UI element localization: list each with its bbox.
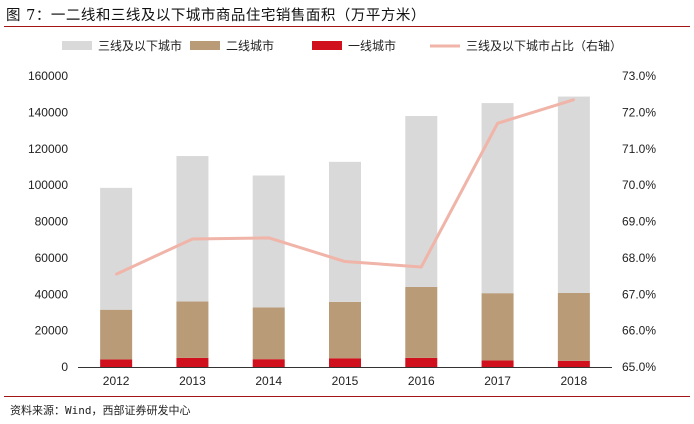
bar-2013-series-2 [176,156,209,302]
x-tick-label: 2012 [103,374,130,388]
legend-label: 一线城市 [348,38,396,53]
footer-divider [4,396,690,397]
bar-2015-series-1 [329,301,361,359]
y-right-tick-label: 72.0% [622,105,656,119]
y-right-tick-label: 67.0% [622,287,656,301]
y-left-tick-label: 140000 [28,105,68,119]
bar-2013-series-0 [176,357,209,367]
x-tick-label: 2016 [408,374,435,388]
bar-2017-series-0 [481,360,514,367]
bar-2017-series-1 [481,293,514,361]
y-left-tick-label: 60000 [35,251,69,265]
bar-2012-series-1 [100,309,133,360]
x-tick-label: 2018 [561,374,588,388]
axes: 0 20000 40000 60000 80000 100000 120000 140000 1… [28,69,656,388]
x-tick-label: 2015 [332,374,359,388]
x-tick-label: 2013 [179,374,206,388]
y-left-tick-label: 160000 [28,69,68,83]
bar-2018-series-1 [557,292,590,361]
y-left-tick-label: 20000 [35,324,69,338]
bars [100,96,590,367]
bar-2012-series-0 [100,359,133,367]
figure-title: 图 7：一二线和三线及以下城市商品住宅销售面积（万平方米） [6,8,426,24]
y-right-tick-label: 65.0% [622,360,656,374]
ratio-point-2017 [496,122,499,125]
ratio-point-2016 [420,265,423,269]
y-right-tick-label: 69.0% [622,215,656,229]
ratio-point-2014 [267,236,270,240]
title-divider [4,26,690,27]
legend-label: 二线城市 [226,38,274,53]
y-right-tick-label: 70.0% [622,178,656,192]
ratio-point-2015 [343,260,347,263]
bar-2017-series-2 [481,103,514,294]
y-left-tick-label: 80000 [35,215,69,229]
y-right-tick-label: 73.0% [622,69,656,83]
y-left-tick-label: 100000 [28,178,68,192]
bar-2016-series-0 [405,357,438,367]
y-right-tick-label: 68.0% [622,251,656,265]
y-left-tick-label: 120000 [28,142,68,156]
bar-2012-series-2 [100,187,133,310]
bar-2016-series-2 [405,116,438,287]
y-right-tick-label: 66.0% [622,324,656,338]
legend-swatch [312,41,342,50]
ratio-point-2018 [572,98,576,101]
y-right-tick-label: 71.0% [622,142,656,156]
source-note: 资料来源：Wind，西部证券研发中心 [10,404,191,417]
bar-2013-series-1 [176,301,209,358]
bar-2018-series-2 [557,96,590,293]
x-tick-label: 2014 [255,374,282,388]
bar-2018-series-0 [557,360,590,367]
y-left-tick-label: 0 [61,360,68,374]
bar-2015-series-0 [329,358,361,367]
ratio-point-2012 [114,273,118,276]
legend-swatch [190,41,220,50]
x-tick-label: 2017 [484,374,511,388]
ratio-point-2013 [191,237,194,241]
y-left-tick-label: 40000 [35,287,69,301]
bar-2015-series-2 [329,161,361,302]
bar-2016-series-1 [405,286,438,358]
bar-2014-series-1 [252,307,285,360]
legend: 三线及以下城市 二线城市 一线城市 三线及以下城市占比（右轴） [62,38,622,53]
legend-label: 三线及以下城市占比（右轴） [466,38,622,53]
legend-swatch [62,41,92,50]
bar-2014-series-0 [252,359,285,367]
legend-label: 三线及以下城市 [98,38,182,53]
ratio-line [114,98,576,276]
